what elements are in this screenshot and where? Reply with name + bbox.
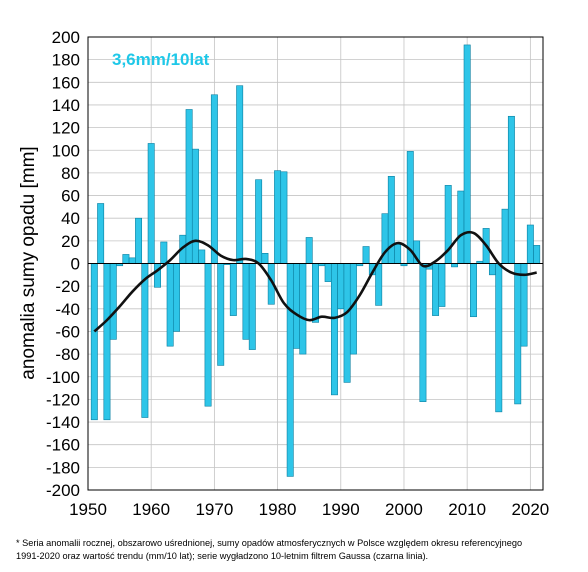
footnote-line-2: 1991-2020 oraz wartość trendu (mm/10 lat… [16,551,429,561]
bar-1998 [387,175,395,264]
y-tick-label: -160 [46,436,80,455]
bar-2015 [495,263,503,413]
bar-1976 [248,263,256,350]
x-tick-label: 1990 [322,500,360,519]
y-tick-labels: 200180160140120100806040200-20-40-60-80-… [46,28,80,500]
bar-1978 [261,253,269,264]
bar-1962 [160,241,168,264]
bar-1990 [337,263,345,310]
y-tick-label: 140 [52,96,80,115]
y-tick-label: -60 [55,322,80,341]
bar-1983 [293,263,301,349]
bar-2005 [432,263,440,316]
bar-1967 [191,148,199,264]
bar-2017 [507,115,515,264]
y-axis-label: anomalia sumy opadu [mm] [18,146,39,379]
x-tick-label: 1980 [259,500,297,519]
y-tick-label: 40 [61,209,80,228]
trend-annotation: 3,6mm/10lat [112,50,210,69]
bar-2008 [451,263,458,268]
bar-2006 [438,263,446,307]
bar-1973 [229,263,237,316]
bar-1975 [242,263,250,340]
x-tick-label: 2020 [511,500,549,519]
bar-1986 [312,263,319,323]
y-tick-label: 100 [52,141,80,160]
y-tick-label: -40 [55,300,80,319]
bar-1954 [109,263,117,340]
precipitation-anomaly-chart: 200180160140120100806040200-20-40-60-80-… [18,28,549,519]
y-tick-label: 120 [52,119,80,138]
y-tick-label: -200 [46,481,80,500]
bar-1969 [204,263,212,407]
y-tick-label: 80 [61,164,80,183]
bar-1974 [236,85,244,264]
bar-1971 [217,263,225,366]
bar-1958 [135,217,143,264]
bar-1970 [210,94,218,264]
bar-1966 [185,109,193,264]
bar-2003 [419,263,427,402]
y-tick-label: 0 [71,255,80,274]
bar-2011 [470,263,477,318]
bar-1988 [324,263,332,282]
smoothed-line [93,230,537,333]
bar-1982 [286,263,294,477]
bar-1989 [330,263,338,396]
x-tick-label: 1970 [195,500,233,519]
y-tick-label: 20 [61,232,80,251]
y-tick-label: -20 [55,277,80,296]
bar-1953 [103,263,111,421]
bar-2021 [533,245,541,264]
bar-1968 [198,249,206,264]
y-tick-label: -100 [46,368,80,387]
y-tick-label: -180 [46,458,80,477]
bar-2018 [514,263,522,405]
bar-1959 [141,263,149,418]
bar-2010 [463,44,471,264]
bar-2009 [457,190,465,264]
footnote: * Seria anomalii rocznej, obszarowo uśre… [16,537,576,563]
bar-2016 [501,208,509,264]
bar-1980 [274,170,282,264]
bar-1951 [90,263,98,421]
bar-2020 [526,224,534,264]
bar-1984 [299,263,307,355]
y-tick-label: -140 [46,413,80,432]
x-tick-label: 2000 [385,500,423,519]
bar-1964 [173,263,180,332]
y-tick-label: 160 [52,73,80,92]
bar-1981 [280,171,288,264]
bar-1960 [147,143,155,264]
x-tick-label: 1960 [132,500,170,519]
y-tick-label: 60 [61,187,80,206]
bar-1985 [305,237,313,264]
bar-1957 [128,257,136,264]
bar-1994 [362,246,370,264]
anomaly-bars [90,44,541,477]
bar-1977 [255,179,263,264]
plot-frame [87,36,544,491]
bar-1956 [122,254,130,264]
bar-1963 [166,263,174,347]
bar-1996 [375,263,383,306]
y-tick-label: 200 [52,28,80,47]
y-tick-label: -120 [46,390,80,409]
x-tick-labels: 1950 1960 1970 1980 1990 2000 2010 2020 [69,500,549,519]
y-tick-label: 180 [52,51,80,70]
bar-1952 [97,203,105,264]
x-tick-label: 2010 [448,500,486,519]
footnote-line-1: * Seria anomalii rocznej, obszarowo uśre… [16,538,523,548]
bar-2014 [488,263,496,276]
smoothed-line-group [93,230,537,333]
bar-1991 [343,263,351,383]
bar-1999 [394,242,402,264]
x-tick-label: 1950 [69,500,107,519]
y-tick-label: -80 [55,345,80,364]
